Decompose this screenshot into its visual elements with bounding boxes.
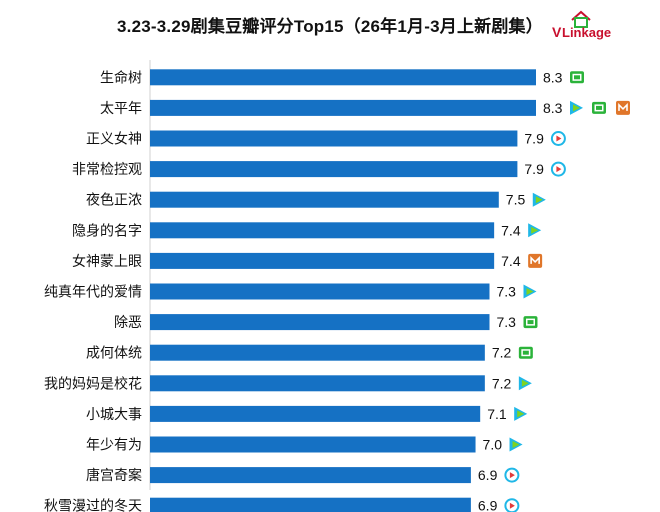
category-label: 年少有为 xyxy=(86,437,142,453)
youku-icon xyxy=(532,192,546,207)
category-label: 除恶 xyxy=(114,314,142,330)
bar xyxy=(150,191,499,208)
value-label: 8.3 xyxy=(543,100,563,116)
youku-icon xyxy=(509,437,523,452)
bar xyxy=(150,99,536,116)
category-label: 夜色正浓 xyxy=(86,192,142,208)
mgtv-icon xyxy=(528,253,543,268)
bar xyxy=(150,375,485,392)
tencent-icon xyxy=(550,131,566,146)
iqiyi-icon xyxy=(523,316,538,329)
category-label: 成何体统 xyxy=(86,345,142,361)
logo-linkage: Linkage xyxy=(562,25,611,40)
youku-icon xyxy=(518,376,532,391)
bar xyxy=(150,222,495,239)
value-label: 7.2 xyxy=(492,345,512,361)
bar xyxy=(150,161,518,178)
chart-title: 3.23-3.29剧集豆瓣评分Top15（26年1月-3月上新剧集） xyxy=(117,17,543,36)
category-label: 太平年 xyxy=(100,100,142,116)
youku-icon xyxy=(570,100,583,115)
iqiyi-icon xyxy=(570,71,584,84)
category-label: 生命树 xyxy=(100,69,142,85)
bar xyxy=(150,283,490,300)
bar xyxy=(150,69,536,86)
tencent-icon xyxy=(504,498,520,512)
value-label: 7.9 xyxy=(524,161,544,177)
category-label: 唐宫奇案 xyxy=(86,467,142,483)
iqiyi-icon xyxy=(518,346,533,359)
bar xyxy=(150,405,481,422)
house-logo-icon xyxy=(571,10,591,28)
vlinkage-logo: V Linkage xyxy=(552,8,624,47)
value-label: 6.9 xyxy=(478,467,498,483)
logo-v: V xyxy=(552,24,562,40)
value-label: 7.3 xyxy=(496,284,516,300)
value-label: 7.9 xyxy=(524,131,544,147)
bar xyxy=(150,130,518,147)
value-label: 6.9 xyxy=(478,498,498,512)
category-label: 女神蒙上眼 xyxy=(72,253,142,269)
bar xyxy=(150,344,485,361)
category-label: 我的妈妈是校花 xyxy=(44,375,142,391)
bar xyxy=(150,497,471,512)
mgtv-icon xyxy=(616,100,630,115)
value-label: 7.2 xyxy=(492,375,512,391)
tencent-icon xyxy=(504,467,520,483)
bar xyxy=(150,314,490,331)
category-label: 秋雪漫过的冬天 xyxy=(44,498,142,512)
youku-icon xyxy=(514,406,528,421)
iqiyi-icon xyxy=(592,101,606,114)
bar xyxy=(150,467,471,484)
category-label: 小城大事 xyxy=(86,406,142,422)
value-label: 7.5 xyxy=(506,192,526,208)
value-label: 8.3 xyxy=(543,69,563,85)
tencent-icon xyxy=(550,161,566,177)
category-label: 隐身的名字 xyxy=(72,222,142,238)
bar xyxy=(150,436,476,453)
value-label: 7.4 xyxy=(501,253,521,269)
value-label: 7.4 xyxy=(501,222,521,238)
youku-icon xyxy=(528,223,542,238)
category-label: 纯真年代的爱情 xyxy=(44,284,142,300)
category-label: 正义女神 xyxy=(86,131,142,147)
category-label: 非常检控观 xyxy=(72,161,142,177)
bar xyxy=(150,252,495,269)
value-label: 7.1 xyxy=(487,406,507,422)
vlinkage-logo-mark: V Linkage xyxy=(552,10,611,40)
value-label: 7.0 xyxy=(483,437,503,453)
value-label: 7.3 xyxy=(496,314,516,330)
youku-icon xyxy=(523,284,537,299)
